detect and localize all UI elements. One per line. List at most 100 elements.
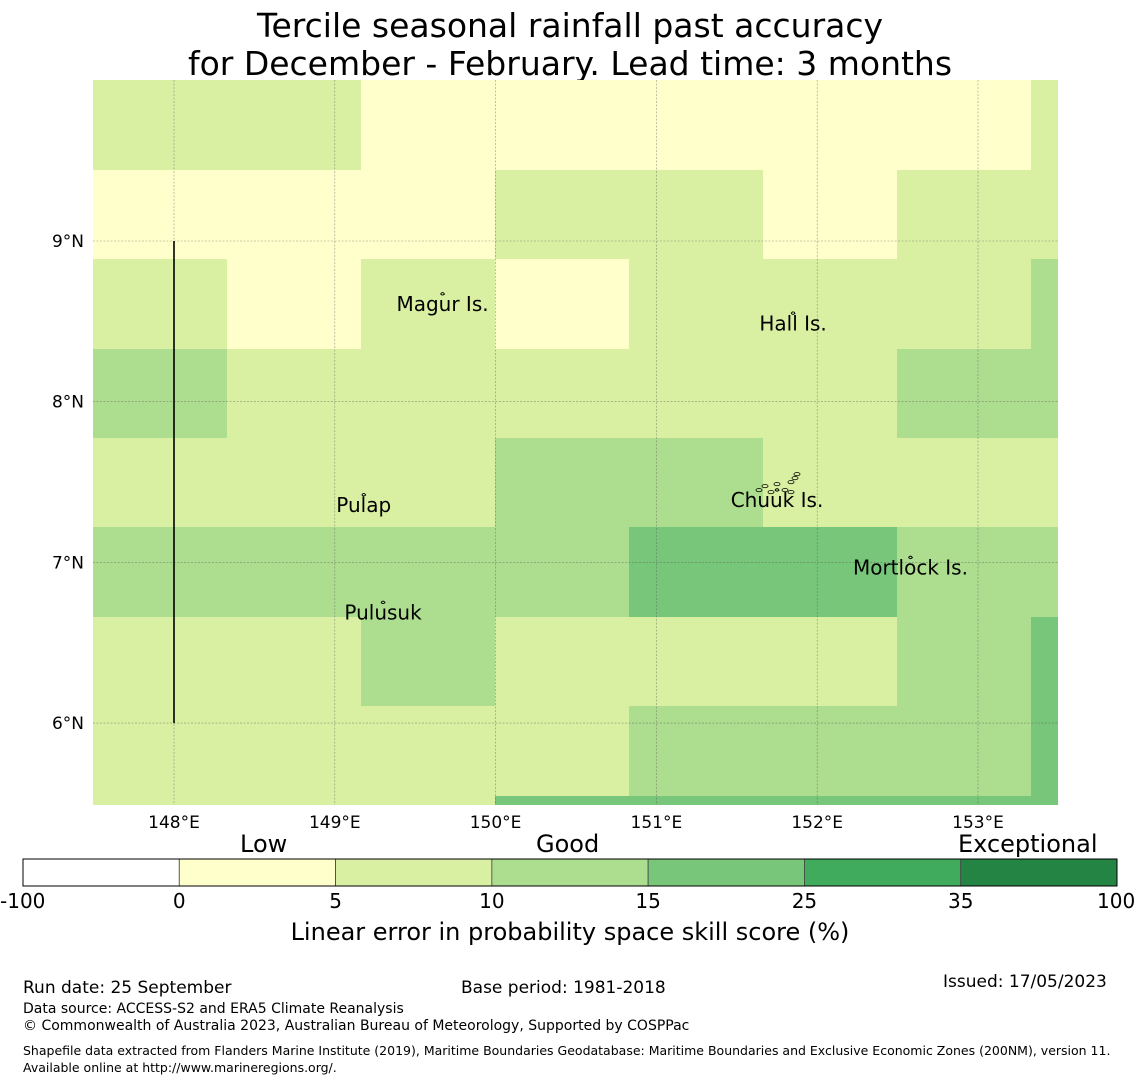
grid-cell [361,527,495,617]
grid-cell [897,349,1031,438]
grid-cell [1031,349,1058,438]
grid-cell [93,170,227,259]
map-canvas: Magur Is. Hall Is. Pulap Chuuk Is. Mortlock … [52,80,1058,833]
grid-cell [897,170,1031,259]
grid-cell [629,617,763,706]
grid-cell [763,259,897,349]
grid-cell [897,706,1031,805]
grid-cell [1031,259,1058,349]
grid-cell [93,706,227,805]
grid-cell [629,170,763,259]
island-outline [908,555,914,560]
grid-cell [495,259,629,349]
grid-cell [1031,706,1058,805]
grid-cell [763,80,897,170]
island-outline [761,484,769,489]
grid-cell [629,438,763,527]
island-label: Pulusuk [344,601,422,625]
grid-cell [93,527,227,617]
colorbar-outline [22,858,1118,887]
lon-tick-label: 152°E [791,813,843,833]
island-label: Chuuk Is. [731,488,824,512]
grid-cell [361,796,495,805]
island-outline [791,476,799,481]
grid-cell [361,170,495,259]
colorbar-tick-label: 5 [329,889,342,913]
grid-cell [763,438,897,527]
grid-cell [629,80,763,170]
chart-title-line2: for December - February. Lead time: 3 mo… [187,44,953,83]
island-label: Hall Is. [759,311,826,335]
colorbar-tick-label: 25 [791,889,818,913]
grid-cell [495,706,629,805]
grid-cell [1031,438,1058,527]
colorbar-tick-label: 0 [172,889,186,913]
lon-tick-label: 150°E [470,813,522,833]
island-outline [774,488,780,492]
colorbar-segment [804,858,962,887]
grid-cell [763,527,897,617]
colorbar-segment [335,858,493,887]
grid-cell [629,349,763,438]
island-label: Pulap [336,493,391,517]
island-outline [755,488,763,493]
lon-tick-label: 151°E [631,813,683,833]
lon-tick-label: 149°E [309,813,361,833]
island-outline [787,490,795,495]
colorbar-segment [491,858,649,887]
island-outline [380,600,386,605]
island-label: Magur Is. [396,292,488,316]
grid-cell [227,617,361,706]
grid-cell [361,617,495,706]
grid-cell [495,796,1031,805]
lon-tick-label: 153°E [952,813,1004,833]
grid-cell [227,438,361,527]
grid-cell [227,259,361,349]
colorbar-tick-label: 10 [479,889,505,913]
grid-cell [1031,527,1058,617]
grid-cell [629,527,763,617]
grid-cell [495,170,629,259]
colorbar-segment [178,858,336,887]
island-outline [361,492,367,497]
island-outline [781,488,789,493]
grid-cell [495,617,629,706]
grid-cell [763,170,897,259]
colorbar-title: Linear error in probability space skill … [290,918,850,946]
grid-cell [897,617,1031,706]
axis-labels: 148°E 149°E 150°E 151°E 152°E 153°E 9°N 8°N 7°N 6… [52,232,1004,833]
colorbar-category-exceptional: Exceptional [958,830,1098,858]
colorbar-segment [960,858,1118,887]
grid-cell [495,527,629,617]
grid-cell [93,617,227,706]
colorbar [22,858,1118,887]
island-outline [787,480,795,485]
grid-cell [361,80,495,170]
grid-cell [227,706,361,805]
grid-cell [897,438,1031,527]
chart-title-line1: Tercile seasonal rainfall past accuracy [256,6,884,45]
grid-cell [629,706,763,805]
grid-cell [897,527,1031,617]
grid-cell [1031,80,1058,170]
grid-cell [93,438,227,527]
island-outline [790,311,796,315]
lat-tick-label: 6°N [52,714,84,734]
grid-cell [227,527,361,617]
grid-cell [93,80,227,170]
grid-cell [227,170,361,259]
grid-cell [763,617,897,706]
grid-cell [495,80,629,170]
grid-cell [361,349,495,438]
island-label: Mortlock Is. [853,556,968,580]
run-date: Run date: 25 September [23,978,232,998]
grid-cell [361,259,495,349]
colorbar-segment [647,858,805,887]
colorbar-tick-label: -100 [0,889,46,913]
island-outline [440,292,446,296]
grid-cell [93,349,227,438]
shapefile-credit: Shapefile data extracted from Flanders M… [23,1043,1111,1075]
colorbar-tick-label: 35 [947,889,974,913]
grid-cell [897,80,1031,170]
colorbar-category-low: Low [240,830,288,858]
